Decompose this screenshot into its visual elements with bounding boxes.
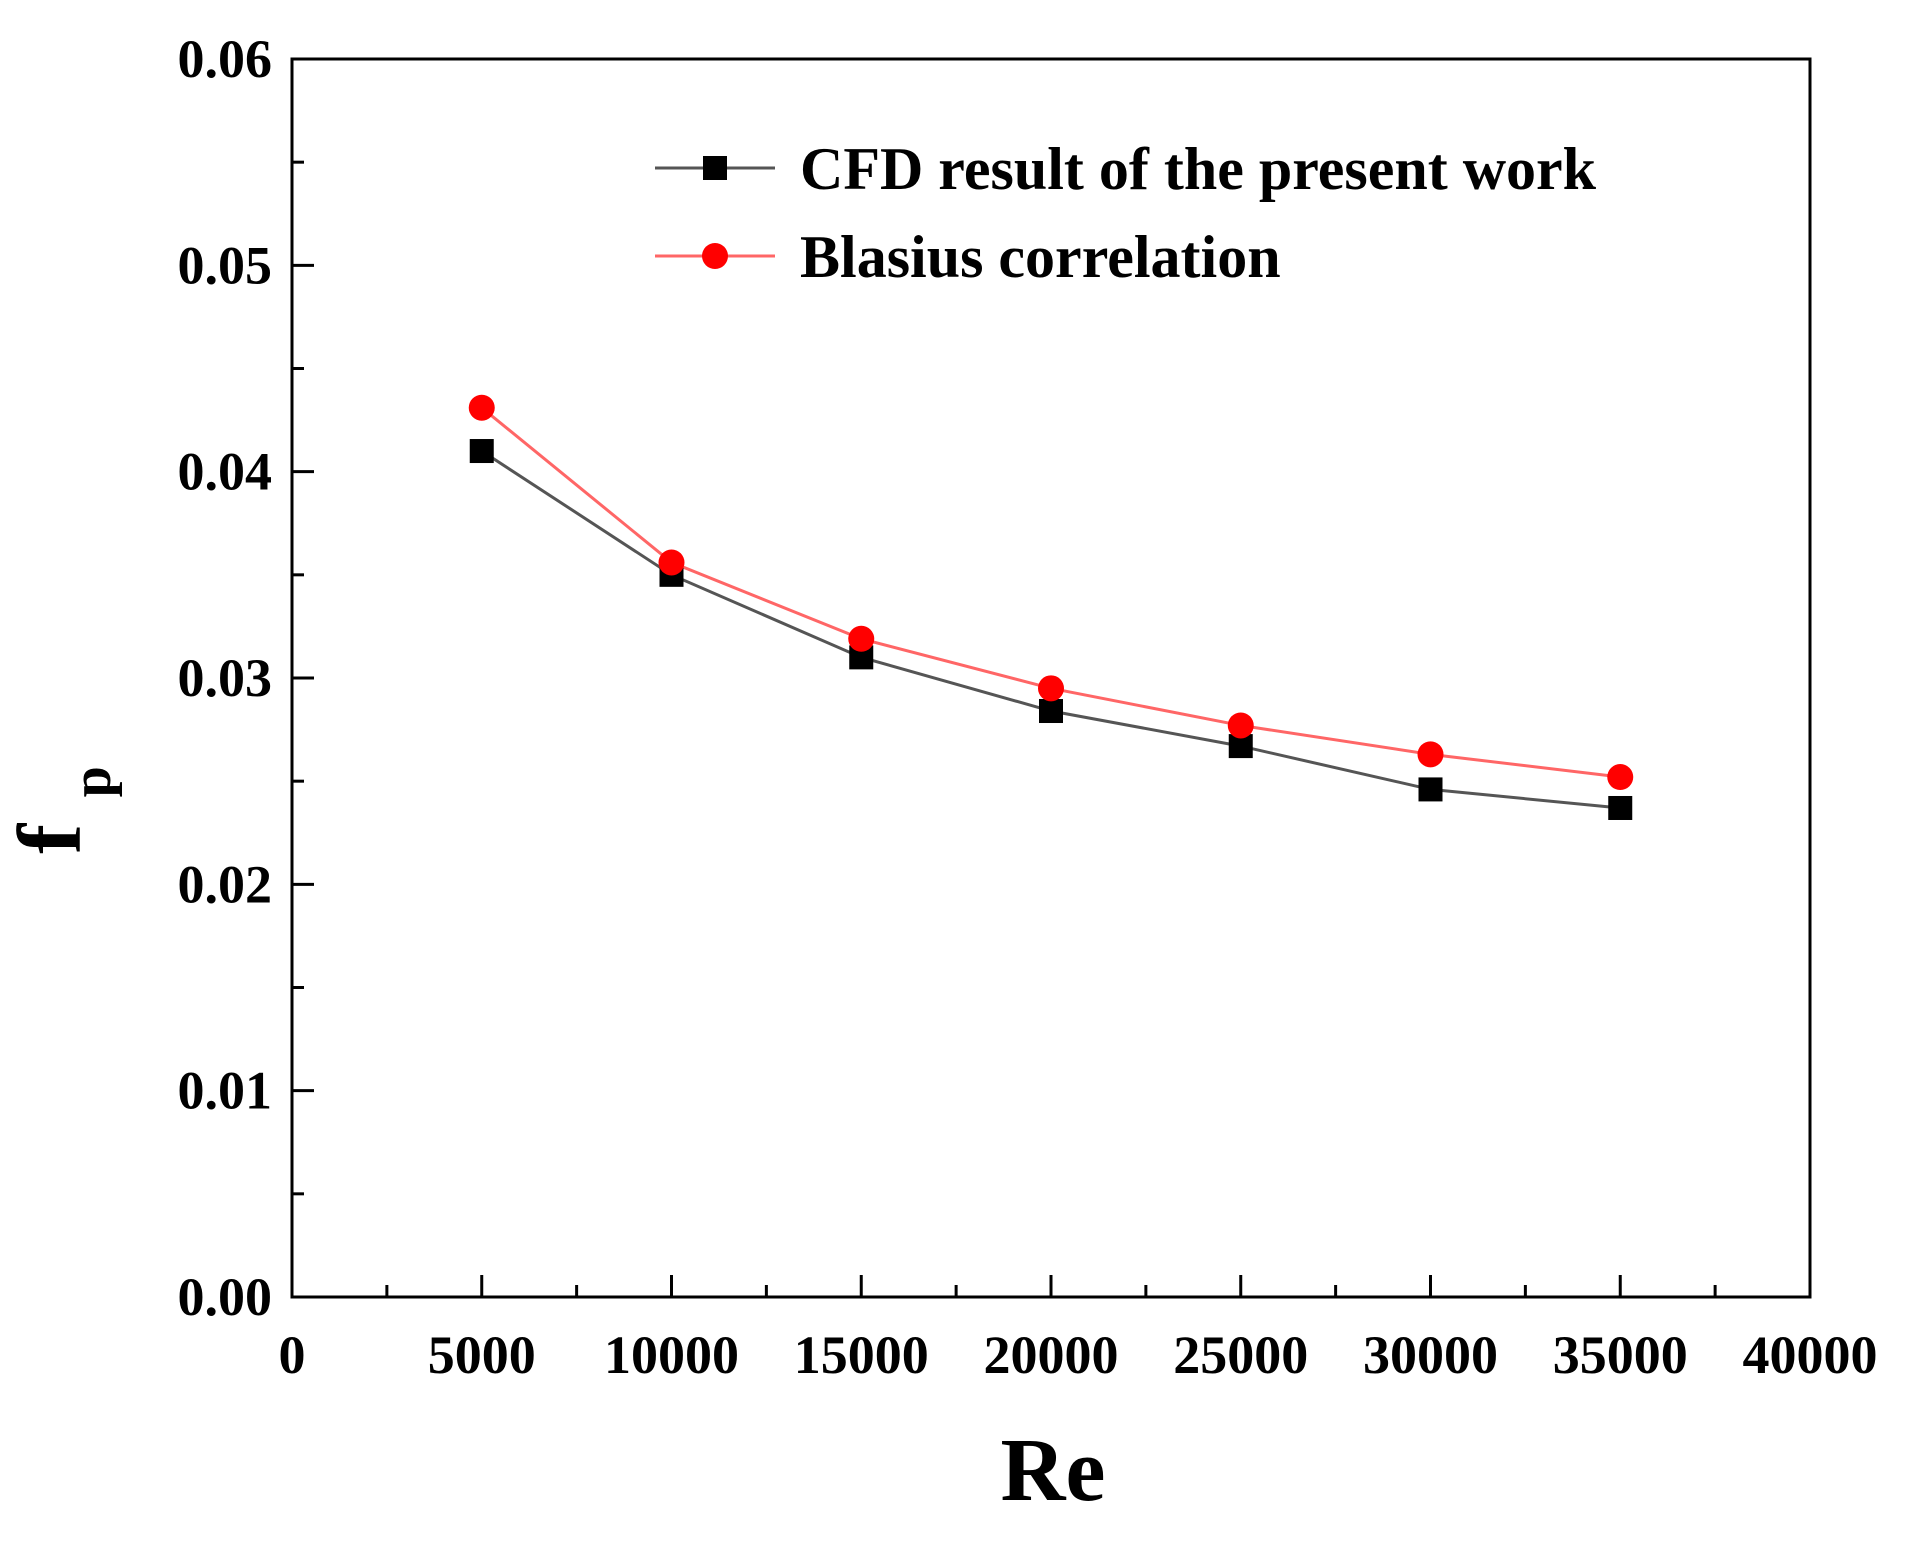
x-tick-label: 0 — [279, 1325, 306, 1385]
series-2-point — [1417, 741, 1444, 768]
x-axis-title: Re — [1001, 1421, 1106, 1520]
series-2-point — [848, 625, 875, 652]
series-1-point — [469, 439, 494, 464]
legend-label-2: Blasius correlation — [800, 224, 1281, 290]
y-tick-label: 0.06 — [178, 29, 273, 89]
series-1-point — [1608, 795, 1633, 820]
y-tick-label: 0.03 — [178, 648, 273, 708]
series-1-point — [1039, 699, 1063, 724]
legend: CFD result of the present work Blasius co… — [655, 136, 1597, 290]
legend-marker-1 — [703, 156, 727, 180]
series-2-point — [1227, 712, 1254, 739]
x-tick-label: 25000 — [1173, 1325, 1308, 1385]
y-tick-label: 0.00 — [178, 1267, 273, 1327]
y-tick-label: 0.05 — [178, 235, 273, 295]
series-2-point — [1607, 764, 1634, 791]
series-markers — [468, 394, 1634, 820]
series-line-1 — [480, 449, 1621, 810]
series-2-point — [468, 394, 495, 421]
series-lines — [480, 406, 1621, 810]
y-tick-label: 0.02 — [178, 854, 273, 914]
y-axis-title-subscript: p — [61, 766, 123, 797]
x-axis: 0 5000 10000 15000 20000 25000 30000 35000 40000 — [279, 1275, 1878, 1385]
y-axis-title-group: f p — [1, 766, 123, 854]
x-tick-label: 35000 — [1553, 1325, 1688, 1385]
legend-marker-2 — [702, 243, 728, 269]
x-tick-label: 20000 — [984, 1325, 1119, 1385]
series-2-point — [1038, 675, 1064, 702]
y-tick-label: 0.04 — [178, 442, 273, 502]
x-tick-label: 40000 — [1743, 1325, 1878, 1385]
series-1-point — [1418, 777, 1443, 802]
y-tick-label: 0.01 — [178, 1061, 273, 1121]
svg-text:f p: f p — [1, 766, 123, 854]
x-tick-label: 15000 — [794, 1325, 929, 1385]
x-tick-label: 5000 — [428, 1325, 536, 1385]
series-2-point — [658, 549, 685, 576]
y-axis: 0.00 0.01 0.02 0.03 0.04 0.05 0.06 — [178, 29, 314, 1327]
x-tick-label: 30000 — [1363, 1325, 1498, 1385]
x-tick-label: 10000 — [604, 1325, 739, 1385]
legend-label-1: CFD result of the present work — [800, 136, 1597, 202]
y-axis-title: f — [1, 823, 100, 854]
